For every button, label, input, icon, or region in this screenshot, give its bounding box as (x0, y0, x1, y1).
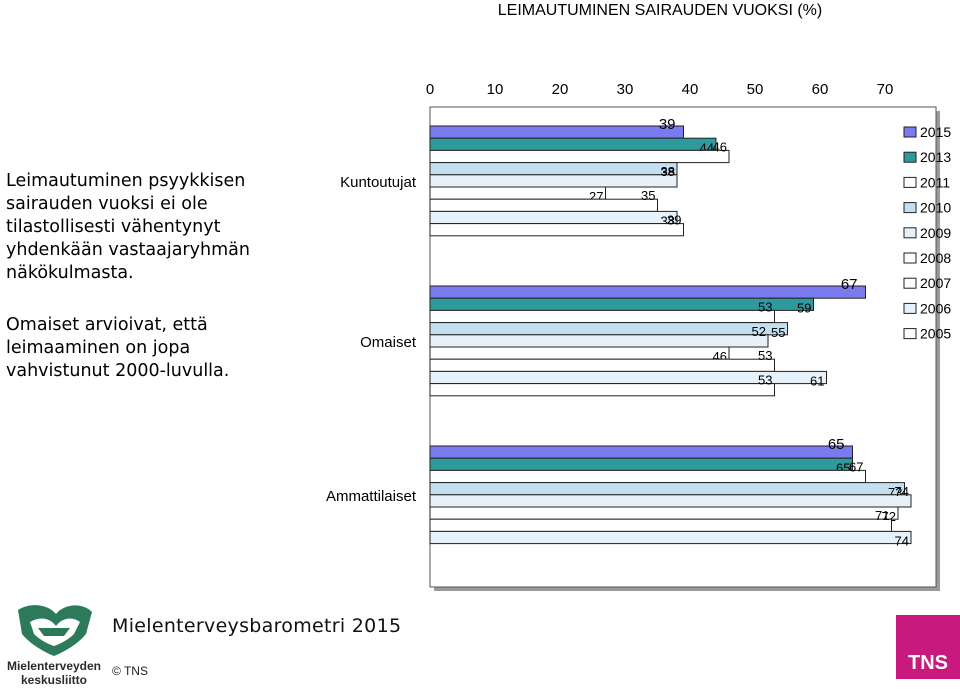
legend-label: 2010 (920, 200, 951, 216)
value-label: 55 (771, 325, 785, 340)
value-label: 53 (758, 373, 772, 388)
bar (429, 494, 912, 508)
bar (429, 210, 678, 225)
bar (429, 322, 788, 336)
chart-title: LEIMAUTUMINEN SAIRAUDEN VUOKSI (%) (497, 2, 823, 19)
x-tick-label: 60 (812, 81, 829, 98)
x-tick-label: 20 (552, 81, 569, 98)
category-label: Ammattilaiset (326, 488, 417, 505)
value-label: 35 (641, 188, 655, 203)
value-label: 74 (895, 534, 909, 549)
x-tick-label: 30 (617, 81, 634, 98)
legend-label: 2013 (920, 149, 951, 165)
legend-label: 2007 (920, 275, 951, 291)
legend-swatch (903, 151, 917, 163)
mielenterveyden-keskusliitto-logo: Mielenterveyden keskusliitto (7, 605, 101, 687)
bar (429, 445, 853, 459)
legend-swatch (903, 302, 917, 314)
legend-swatch (903, 328, 917, 340)
handshake-icon (18, 605, 92, 656)
bar (429, 469, 866, 484)
bar (429, 530, 912, 545)
bar (429, 125, 684, 139)
value-label: 39 (659, 116, 676, 133)
x-tick-label: 40 (682, 81, 699, 98)
bar (429, 297, 814, 311)
summary-line: vahvistunut 2000-luvulla. (6, 361, 230, 381)
x-tick-label: 0 (426, 81, 434, 98)
legend-label: 2009 (920, 225, 951, 241)
tns-logo: TNS (896, 615, 960, 679)
x-tick-label: 50 (747, 81, 764, 98)
summary-line: Leimautuminen psyykkisen (6, 171, 246, 191)
legend-label: 2011 (920, 174, 950, 190)
value-label: 39 (667, 213, 681, 228)
value-label: 67 (841, 276, 858, 293)
value-label: 46 (713, 139, 727, 154)
copyright-text: © TNS (112, 664, 148, 678)
category-label: Omaiset (360, 334, 417, 351)
legend-swatch (903, 202, 917, 214)
bar (429, 174, 678, 188)
summary-paragraph-1: Leimautuminen psyykkisen sairauden vuoks… (6, 170, 296, 285)
value-label: 65 (828, 436, 845, 453)
bar (429, 383, 775, 397)
summary-line: Omaiset arvioivat, että (6, 315, 208, 335)
legend-label: 2006 (920, 300, 951, 316)
bar (429, 198, 658, 212)
bar (429, 137, 717, 151)
value-label: 53 (758, 299, 772, 314)
footer-title: Mielenterveysbarometri 2015 (112, 615, 402, 637)
bar (429, 309, 775, 324)
x-tick-label: 70 (877, 81, 894, 98)
bar (429, 285, 866, 299)
value-label: 71 (875, 508, 889, 523)
summary-line: näkökulmasta. (6, 263, 134, 283)
value-label: 38 (661, 164, 675, 179)
legend-swatch (903, 126, 917, 138)
bar (429, 518, 892, 532)
value-label: 74 (895, 484, 909, 499)
legend-swatch (903, 176, 917, 188)
category-label: Kuntoutujat (340, 174, 417, 191)
bar (429, 149, 730, 164)
value-label: 59 (797, 300, 811, 315)
bar (429, 482, 905, 496)
logo-text-line-2: keskusliitto (21, 673, 87, 687)
bar (429, 506, 899, 520)
bar (429, 457, 853, 471)
value-label: 52 (752, 324, 766, 339)
legend-label: 2008 (920, 250, 951, 266)
value-label: 67 (849, 459, 863, 474)
bar (429, 162, 678, 176)
summary-line: leimaaminen on jopa (6, 338, 191, 358)
tns-logo-text: TNS (908, 652, 948, 674)
bar (429, 223, 684, 237)
legend-label: 2015 (920, 124, 951, 140)
x-tick-label: 10 (487, 81, 504, 98)
summary-line: tilastollisesti vähentynyt (6, 217, 221, 237)
value-label: 53 (758, 348, 772, 363)
summary-line: sairauden vuoksi ei ole (6, 194, 208, 214)
summary-line: yhdenkään vastaajaryhmän (6, 240, 250, 260)
legend-swatch (903, 252, 917, 264)
value-label: 61 (810, 374, 824, 389)
bar (429, 334, 769, 348)
bar (429, 358, 775, 372)
summary-paragraph-2: Omaiset arvioivat, että leimaaminen on j… (6, 314, 296, 383)
bar (429, 346, 730, 360)
legend-swatch (903, 227, 917, 239)
logo-text-line-1: Mielenterveyden (7, 659, 101, 673)
bar (429, 186, 606, 200)
legend-label: 2005 (920, 326, 951, 342)
legend-swatch (903, 277, 917, 289)
